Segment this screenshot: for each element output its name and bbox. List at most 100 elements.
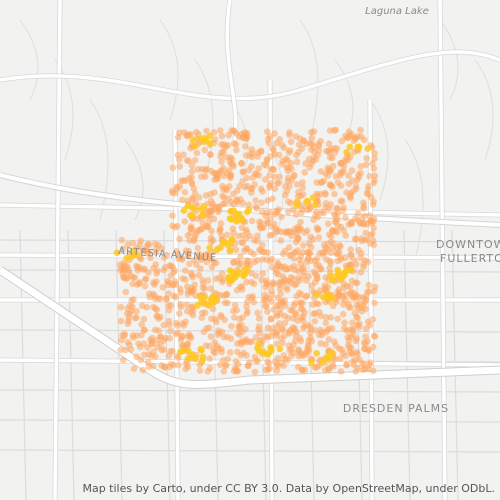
point (223, 231, 231, 239)
point (158, 362, 165, 369)
point (245, 206, 253, 213)
road (225, 0, 238, 141)
point (347, 246, 355, 253)
point (308, 257, 315, 265)
point (188, 162, 196, 169)
road (194, 59, 214, 181)
point (354, 314, 362, 322)
point (284, 157, 291, 164)
point (369, 343, 377, 351)
point (370, 165, 378, 172)
point (203, 300, 211, 308)
point (284, 357, 291, 364)
point (200, 328, 208, 336)
point (135, 340, 142, 348)
road (0, 389, 500, 393)
point (286, 183, 293, 190)
point (230, 367, 238, 375)
point (367, 359, 374, 366)
point (193, 261, 200, 268)
point (270, 306, 277, 313)
point (139, 247, 147, 254)
point (201, 285, 208, 292)
point (191, 281, 198, 289)
point (305, 240, 313, 247)
point (181, 218, 189, 225)
point (152, 261, 159, 268)
point (370, 215, 378, 223)
point (206, 244, 213, 252)
point (195, 194, 203, 201)
point (329, 244, 337, 251)
point (191, 190, 199, 197)
point (268, 346, 275, 354)
point (344, 334, 352, 341)
point (235, 232, 242, 240)
point (352, 235, 360, 242)
point (324, 294, 332, 302)
point (226, 349, 234, 356)
point (301, 322, 308, 330)
point (184, 232, 192, 239)
point (358, 308, 366, 315)
point (200, 203, 207, 210)
point (217, 312, 225, 319)
point (276, 345, 284, 353)
point (236, 325, 243, 332)
point (327, 260, 335, 267)
point (237, 259, 244, 267)
point (297, 252, 305, 260)
place-label: DOWNTOWN (436, 238, 500, 251)
point (334, 215, 341, 223)
point (284, 286, 291, 294)
point (189, 136, 197, 144)
point (141, 282, 149, 290)
point (158, 244, 165, 252)
point (286, 131, 293, 139)
point (138, 321, 145, 328)
road (369, 99, 389, 201)
point (279, 160, 286, 168)
point (350, 137, 358, 145)
place-label: FULLERTON (440, 252, 500, 265)
point (325, 140, 333, 148)
point (293, 158, 301, 166)
point (173, 319, 180, 327)
point (347, 266, 354, 274)
point (186, 260, 193, 268)
point (294, 234, 302, 242)
point (295, 188, 302, 196)
point (240, 168, 247, 176)
point (217, 361, 224, 369)
point (371, 149, 378, 157)
point (125, 267, 132, 274)
point (206, 132, 214, 140)
point (184, 340, 192, 348)
point (198, 314, 206, 322)
point (119, 245, 127, 252)
point (290, 249, 298, 256)
point (134, 281, 141, 288)
point (204, 223, 212, 231)
point (344, 134, 352, 141)
road (404, 139, 424, 261)
point (126, 341, 133, 349)
point (140, 340, 148, 348)
road (0, 449, 500, 453)
point (328, 183, 336, 191)
point (307, 233, 315, 241)
point (194, 302, 201, 309)
point (328, 348, 335, 356)
point (273, 340, 281, 348)
point (347, 194, 354, 202)
point (134, 263, 141, 271)
point (229, 236, 236, 243)
point (204, 368, 211, 375)
point (300, 242, 307, 249)
point (371, 155, 379, 162)
point (237, 253, 244, 260)
point (362, 292, 370, 300)
point (179, 320, 186, 327)
point (174, 329, 181, 336)
point (242, 325, 249, 333)
